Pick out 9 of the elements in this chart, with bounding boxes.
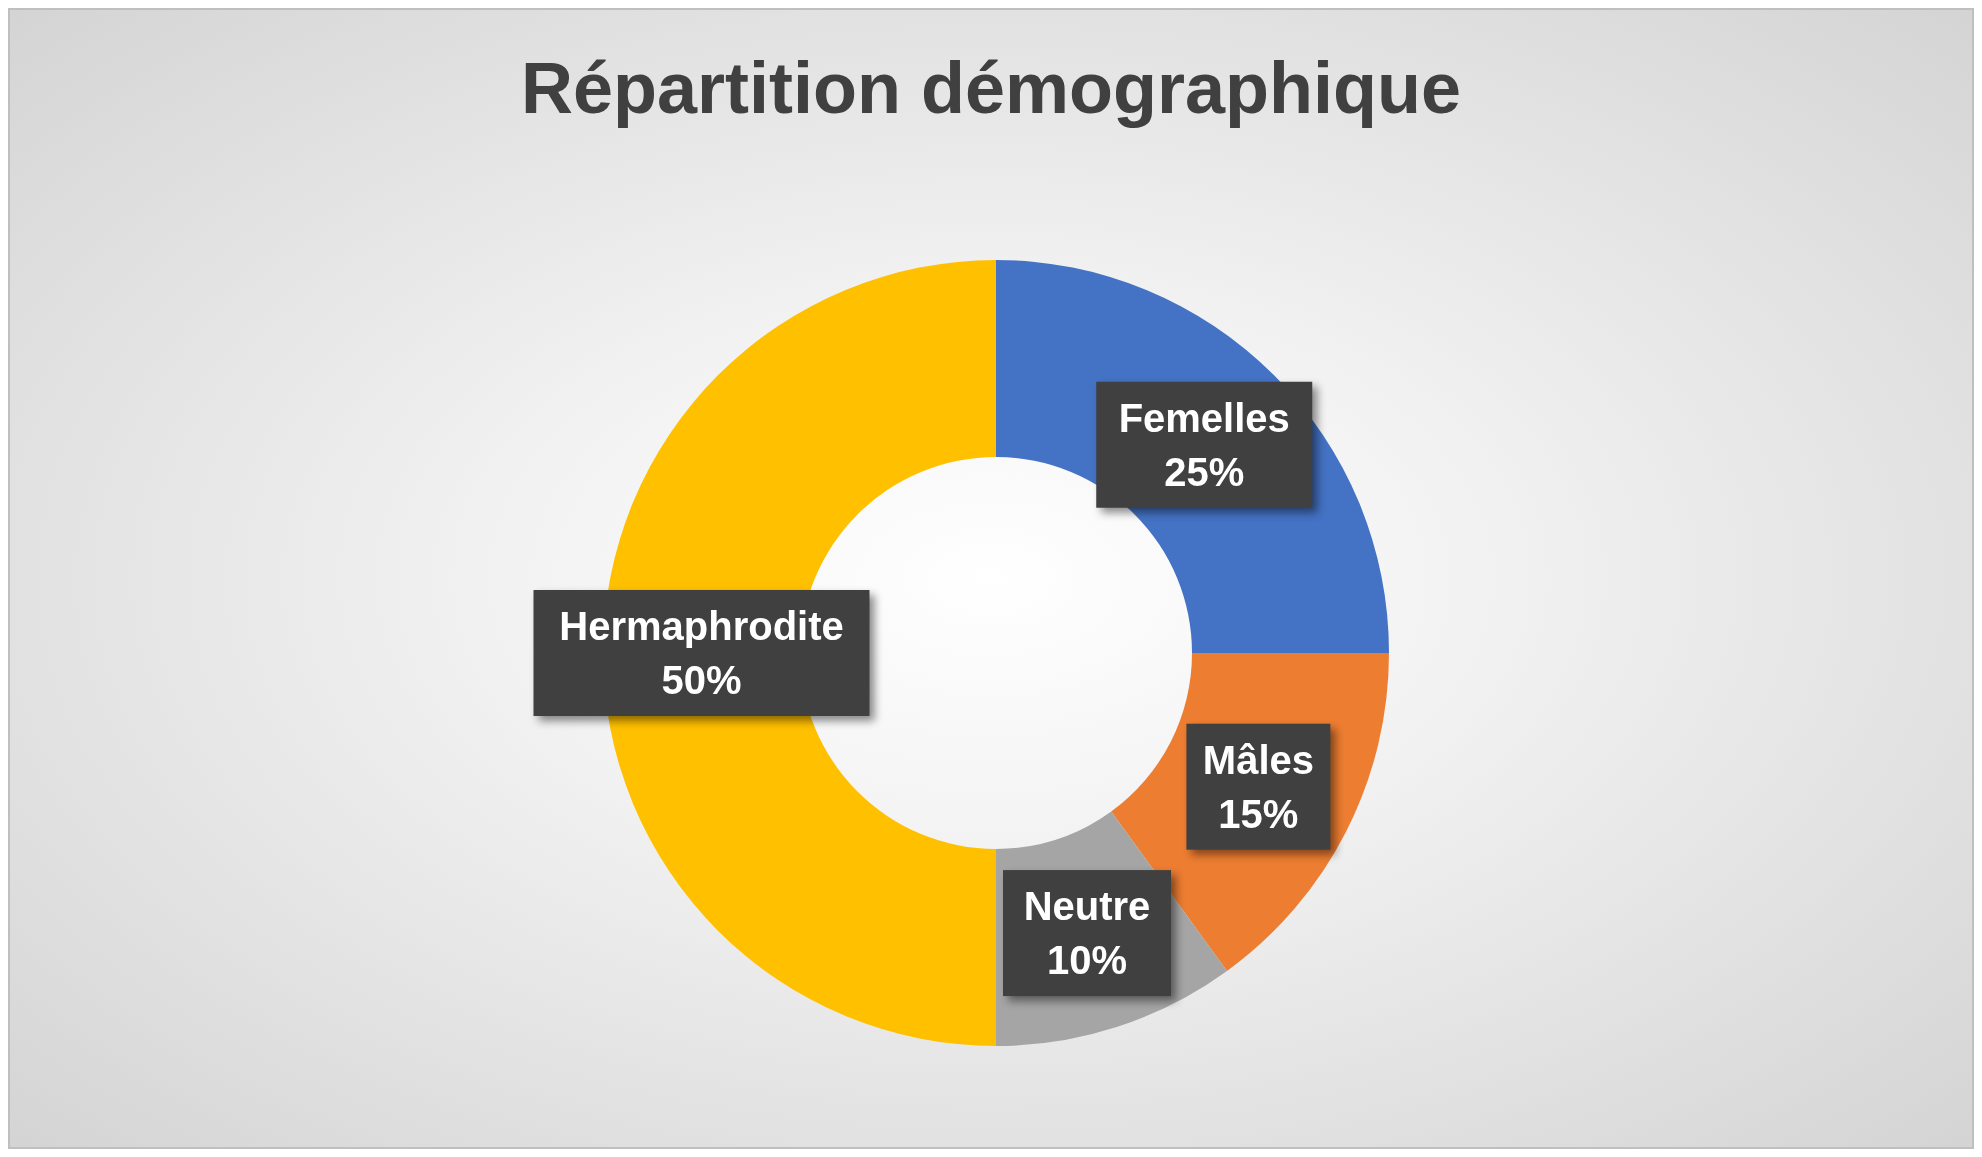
slice-label: Femelles [1118,395,1290,440]
chart-title: Répartition démographique [519,47,1462,130]
slice-label: Hermaphrodite [559,604,844,648]
data-label: 50% [661,658,742,702]
slice-label: Neutre [1023,884,1151,929]
data-label: 10% [1046,938,1128,983]
data-label: 25% [1164,449,1245,494]
slice-label: Mâles [1202,737,1314,782]
data-label: 15% [1218,791,1299,836]
